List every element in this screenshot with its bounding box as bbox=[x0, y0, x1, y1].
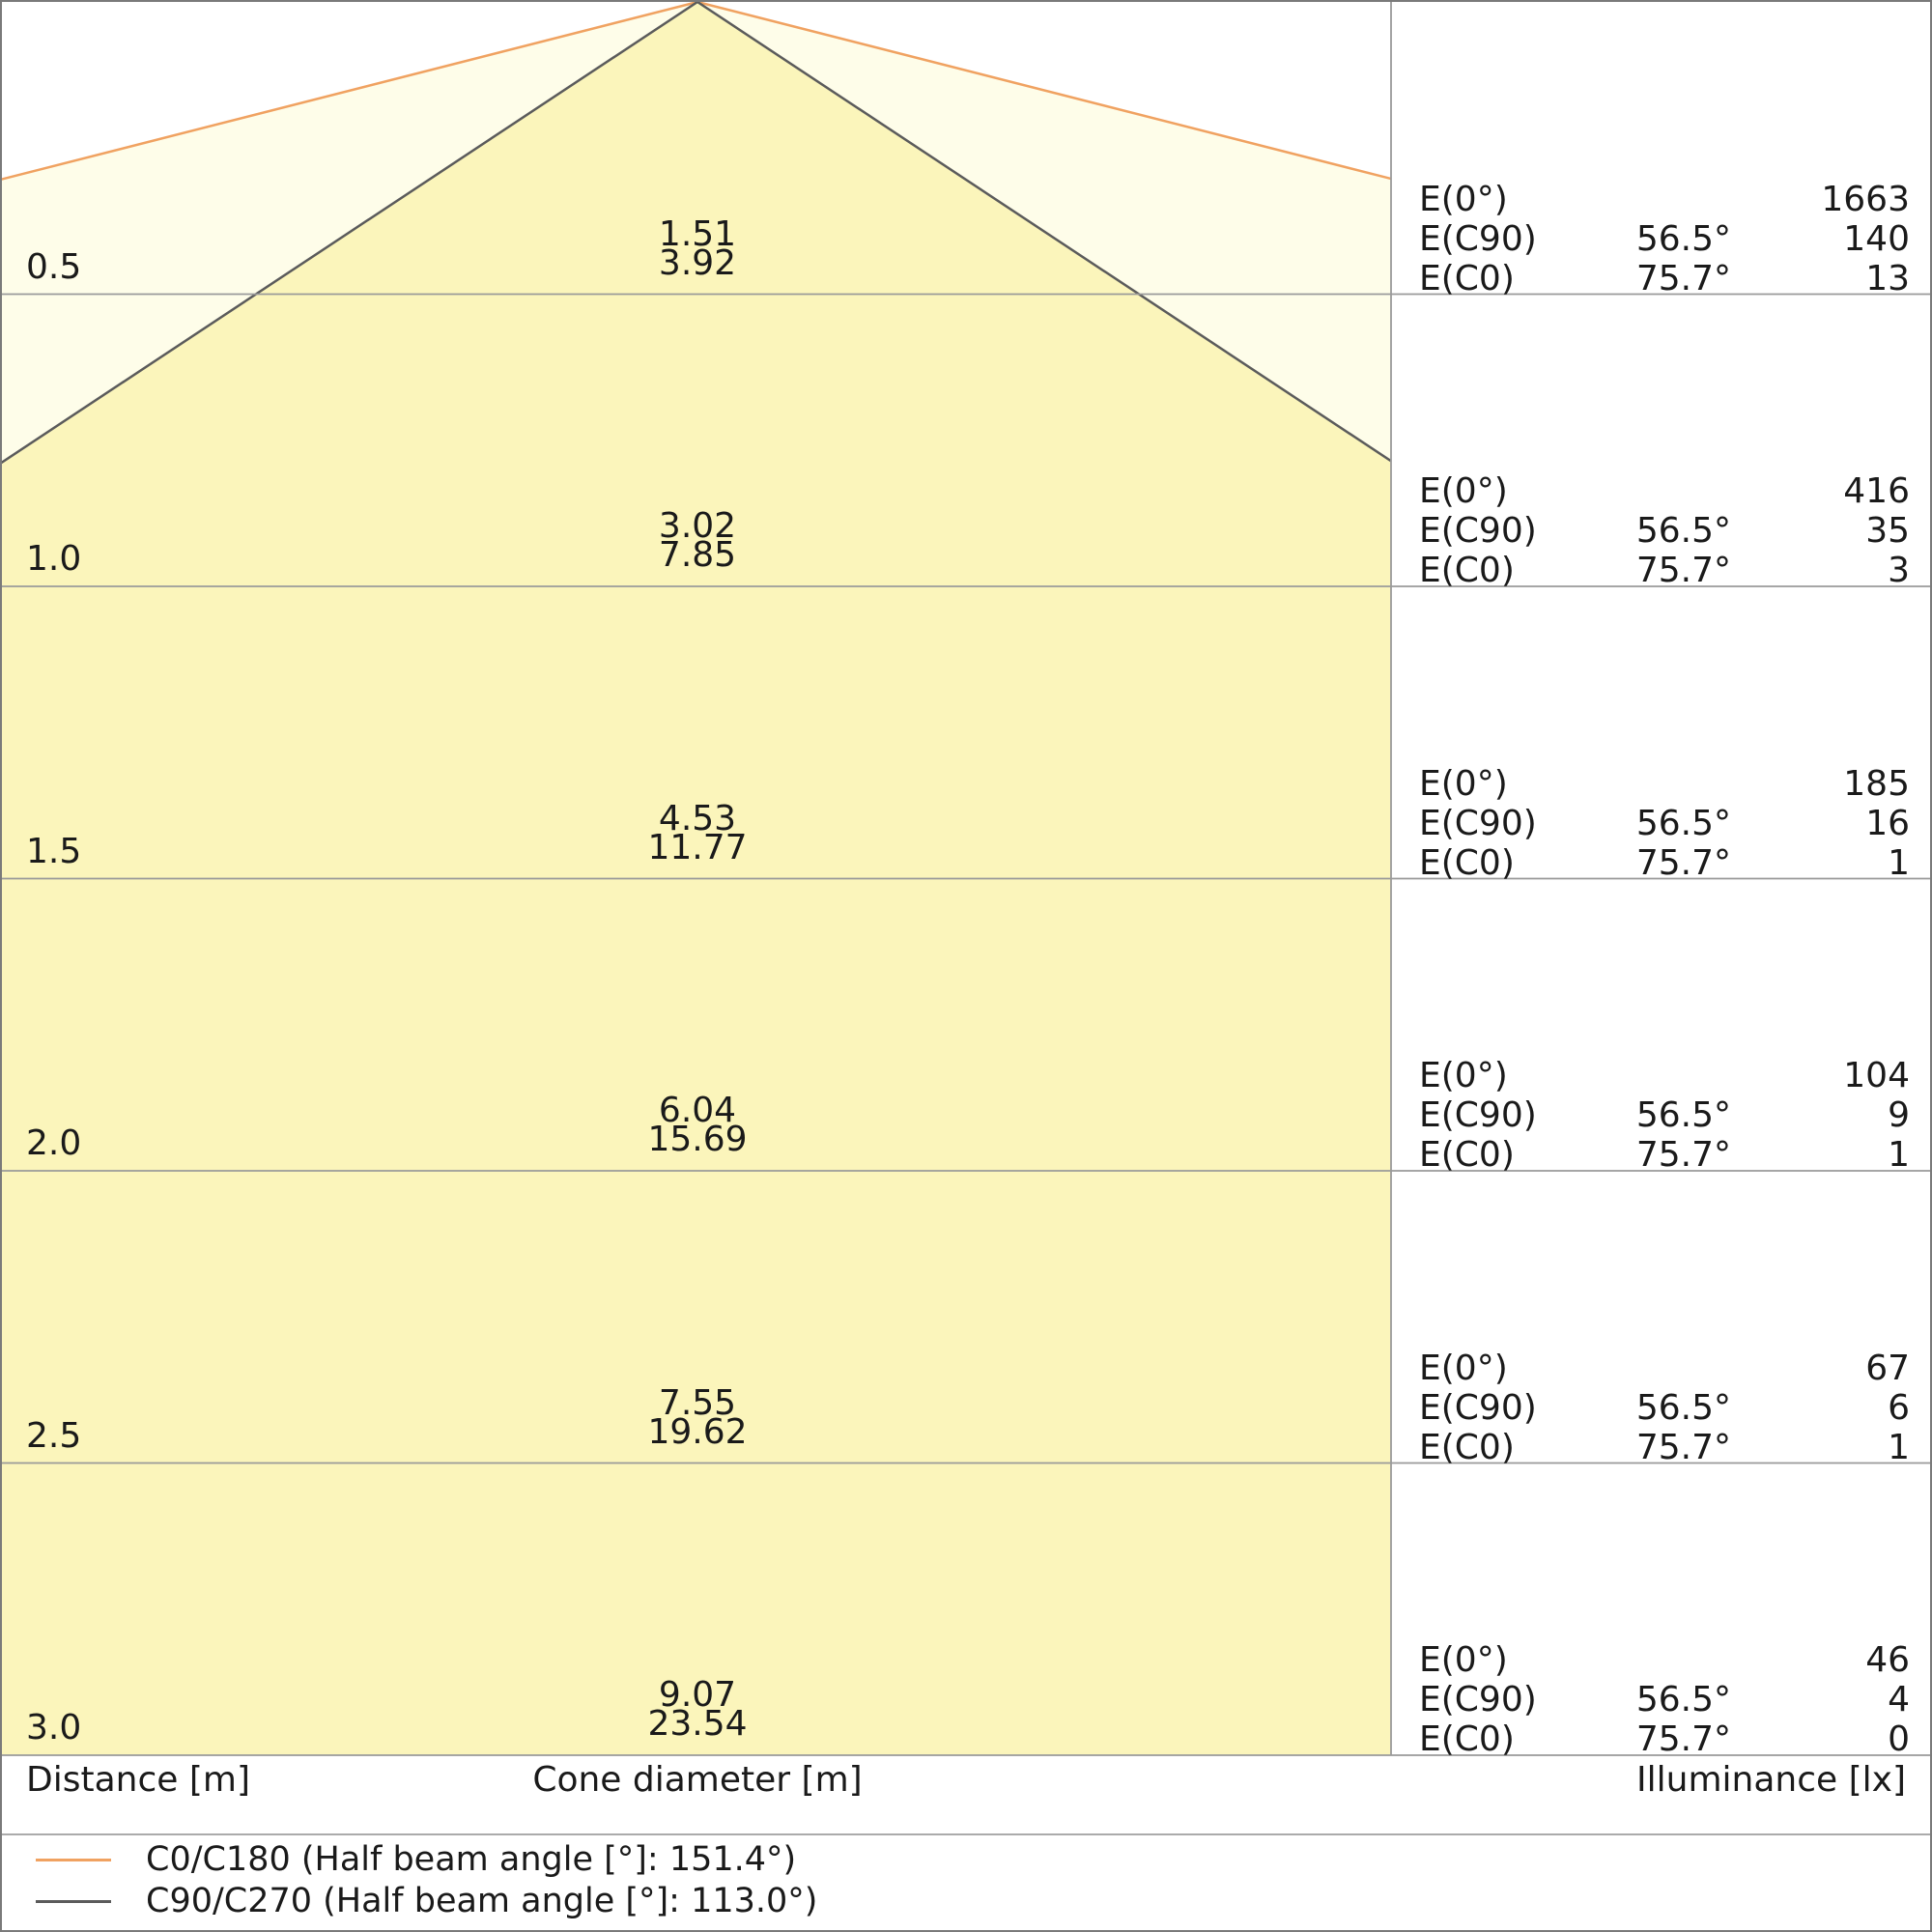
c0-line-swatch bbox=[36, 1859, 111, 1861]
legend-label-c0: C0/C180 (Half beam angle [°]: 151.4°) bbox=[146, 1840, 797, 1879]
illuminance-axis-label: Illuminance [lx] bbox=[1636, 1760, 1906, 1800]
legend-item-c0: C0/C180 (Half beam angle [°]: 151.4°) bbox=[2, 1839, 817, 1881]
distance-axis-label: Distance [m] bbox=[26, 1760, 251, 1800]
axis-labels: Distance [m] Cone diameter [m] Illuminan… bbox=[2, 1760, 1930, 1804]
footer-separator bbox=[2, 1833, 1930, 1835]
grid bbox=[2, 2, 1930, 1756]
cone-diameter-axis-label: Cone diameter [m] bbox=[532, 1760, 863, 1800]
legend: C0/C180 (Half beam angle [°]: 151.4°) C9… bbox=[2, 1839, 817, 1922]
legend-label-c90: C90/C270 (Half beam angle [°]: 113.0°) bbox=[146, 1882, 818, 1920]
c90-line-swatch bbox=[36, 1900, 111, 1903]
legend-item-c90: C90/C270 (Half beam angle [°]: 113.0°) bbox=[2, 1881, 817, 1922]
